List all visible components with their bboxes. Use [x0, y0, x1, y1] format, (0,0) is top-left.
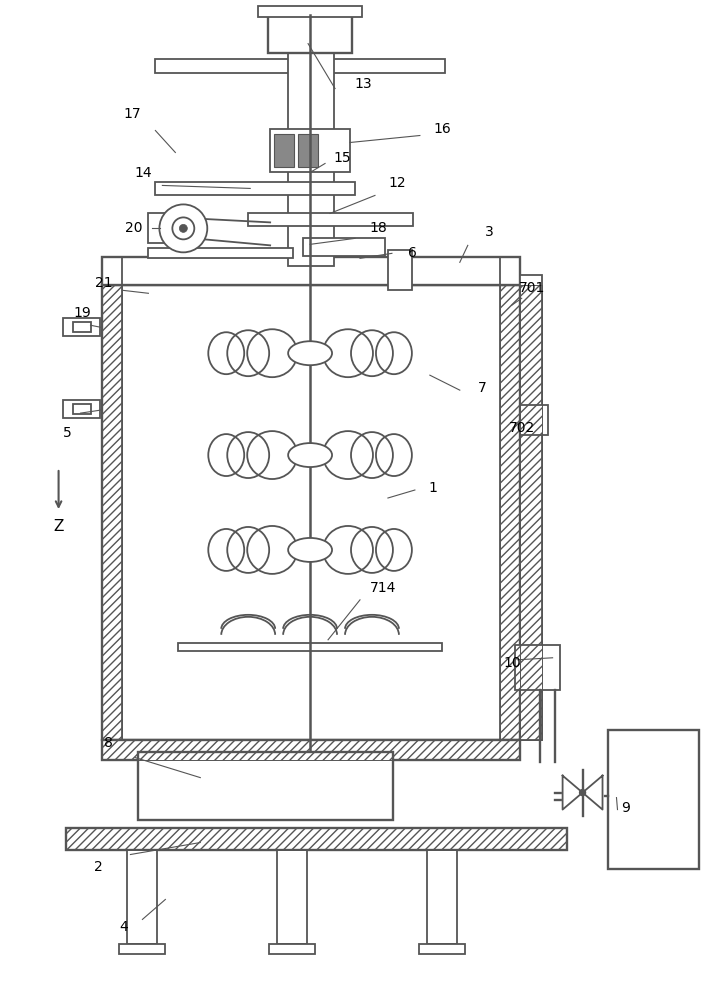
- Text: 702: 702: [508, 421, 535, 435]
- Bar: [156, 182, 355, 195]
- Bar: [102, 740, 520, 760]
- Bar: [303, 238, 385, 256]
- Bar: [274, 134, 294, 167]
- Text: 7: 7: [477, 381, 486, 395]
- Polygon shape: [562, 776, 582, 810]
- Bar: [607, 730, 700, 869]
- Bar: [149, 248, 293, 258]
- Text: 13: 13: [354, 77, 372, 91]
- Text: 21: 21: [95, 276, 112, 290]
- Bar: [269, 944, 315, 954]
- Bar: [102, 257, 520, 285]
- Bar: [288, 15, 334, 266]
- Text: 12: 12: [388, 176, 406, 190]
- Bar: [102, 285, 520, 740]
- Text: 15: 15: [333, 151, 351, 165]
- Text: 20: 20: [124, 221, 142, 235]
- Bar: [119, 944, 166, 954]
- Text: 10: 10: [504, 656, 521, 670]
- Text: 17: 17: [124, 107, 141, 121]
- Bar: [139, 752, 393, 820]
- Text: 18: 18: [369, 221, 387, 235]
- Bar: [427, 850, 456, 944]
- Text: 1: 1: [429, 481, 437, 495]
- Text: 714: 714: [370, 581, 396, 595]
- Bar: [520, 405, 547, 435]
- Bar: [419, 944, 465, 954]
- Bar: [270, 129, 350, 172]
- Bar: [258, 6, 362, 17]
- Bar: [156, 59, 445, 73]
- Bar: [102, 285, 122, 740]
- Text: 8: 8: [104, 736, 113, 750]
- Text: Z: Z: [53, 519, 64, 534]
- Ellipse shape: [288, 538, 332, 562]
- Polygon shape: [582, 776, 602, 810]
- Bar: [248, 213, 413, 226]
- Bar: [73, 404, 90, 414]
- Bar: [65, 828, 567, 850]
- Bar: [500, 285, 520, 740]
- Text: 4: 4: [119, 920, 128, 934]
- Ellipse shape: [288, 341, 332, 365]
- Text: 9: 9: [621, 801, 630, 815]
- Circle shape: [159, 204, 208, 252]
- Text: 19: 19: [74, 306, 92, 320]
- Bar: [515, 645, 560, 690]
- Bar: [277, 850, 307, 944]
- Bar: [73, 322, 90, 332]
- Text: 16: 16: [433, 122, 451, 136]
- Bar: [149, 213, 176, 243]
- Bar: [65, 828, 567, 850]
- Bar: [388, 250, 412, 290]
- Text: 3: 3: [486, 225, 494, 239]
- Bar: [63, 318, 100, 336]
- Bar: [520, 285, 542, 740]
- Circle shape: [579, 790, 586, 796]
- Circle shape: [179, 224, 187, 232]
- Text: 701: 701: [518, 281, 545, 295]
- Text: 14: 14: [134, 166, 152, 180]
- Bar: [520, 275, 542, 740]
- Bar: [127, 850, 157, 944]
- Text: 2: 2: [94, 860, 103, 874]
- Bar: [178, 643, 442, 651]
- Bar: [102, 740, 520, 760]
- Bar: [268, 15, 352, 53]
- Text: 5: 5: [63, 426, 72, 440]
- Text: 6: 6: [408, 246, 417, 260]
- Bar: [298, 134, 318, 167]
- Ellipse shape: [288, 443, 332, 467]
- Bar: [63, 400, 100, 418]
